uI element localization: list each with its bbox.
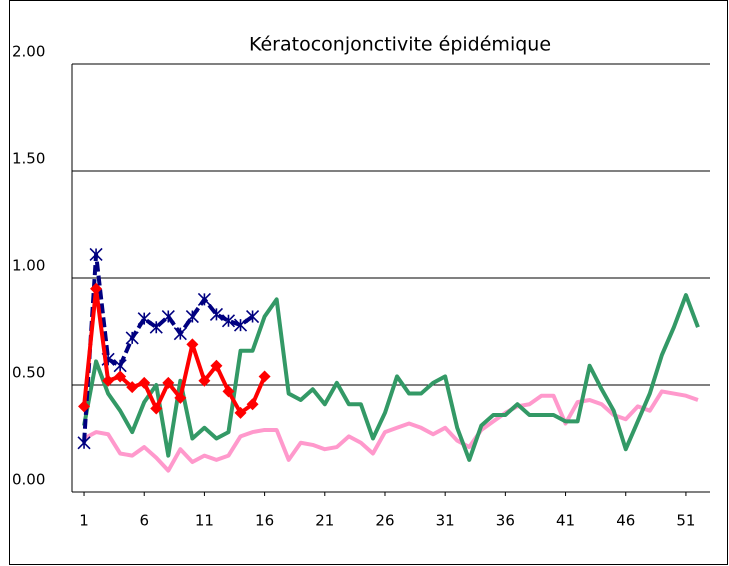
- diamond-marker: [246, 398, 259, 411]
- diamond-marker: [186, 338, 199, 351]
- x-tick-label: 46: [616, 512, 635, 530]
- asterisk-marker: [173, 327, 187, 341]
- diamond-marker: [234, 406, 247, 419]
- diamond-marker: [222, 385, 235, 398]
- y-tick-label: 0.50: [12, 364, 45, 382]
- asterisk-marker: [113, 359, 127, 373]
- diamond-marker: [78, 400, 91, 413]
- diamond-marker: [102, 374, 115, 387]
- asterisk-marker: [185, 309, 199, 324]
- chart-title: Kératoconjonctivite épidémique: [249, 34, 551, 56]
- asterisk-marker: [209, 307, 224, 321]
- x-tick-label: 51: [676, 512, 695, 530]
- diamond-marker: [174, 391, 187, 404]
- diamond-marker: [150, 402, 163, 415]
- series-line: [82, 252, 254, 443]
- asterisk-marker: [221, 314, 236, 328]
- y-tick-label: 2.00: [12, 43, 45, 61]
- x-tick-label: 1: [79, 512, 89, 530]
- diamond-marker: [138, 376, 151, 389]
- asterisk-marker: [161, 309, 175, 324]
- y-tick-label: 1.00: [12, 257, 45, 275]
- diamond-marker: [90, 282, 103, 295]
- diamond-marker: [114, 370, 127, 383]
- asterisk-marker: [77, 436, 91, 450]
- x-tick-label: 21: [315, 512, 334, 530]
- diamond-marker: [126, 381, 139, 394]
- series-line: [83, 389, 699, 473]
- diamond-marker: [258, 370, 271, 383]
- x-tick-label: 36: [496, 512, 515, 530]
- x-tick-label: 31: [436, 512, 455, 530]
- x-tick-label: 11: [195, 512, 214, 530]
- series-line: [82, 286, 267, 415]
- x-tick-label: 26: [375, 512, 394, 530]
- diamond-marker: [198, 374, 211, 387]
- asterisk-marker: [233, 318, 248, 332]
- diamond-marker: [210, 359, 223, 372]
- asterisk-marker: [125, 331, 139, 345]
- x-tick-label: 6: [139, 512, 149, 530]
- asterisk-marker: [197, 292, 211, 306]
- asterisk-marker: [149, 320, 163, 334]
- asterisk-marker: [89, 247, 103, 262]
- diamond-marker: [162, 376, 175, 389]
- asterisk-marker: [246, 309, 260, 324]
- asterisk-marker: [137, 312, 151, 326]
- x-tick-label: 41: [556, 512, 575, 530]
- chart-border: [9, 0, 728, 565]
- y-tick-label: 1.50: [12, 150, 45, 168]
- series-line: [82, 293, 700, 462]
- x-tick-label: 16: [255, 512, 274, 530]
- y-tick-label: 0.00: [12, 471, 45, 489]
